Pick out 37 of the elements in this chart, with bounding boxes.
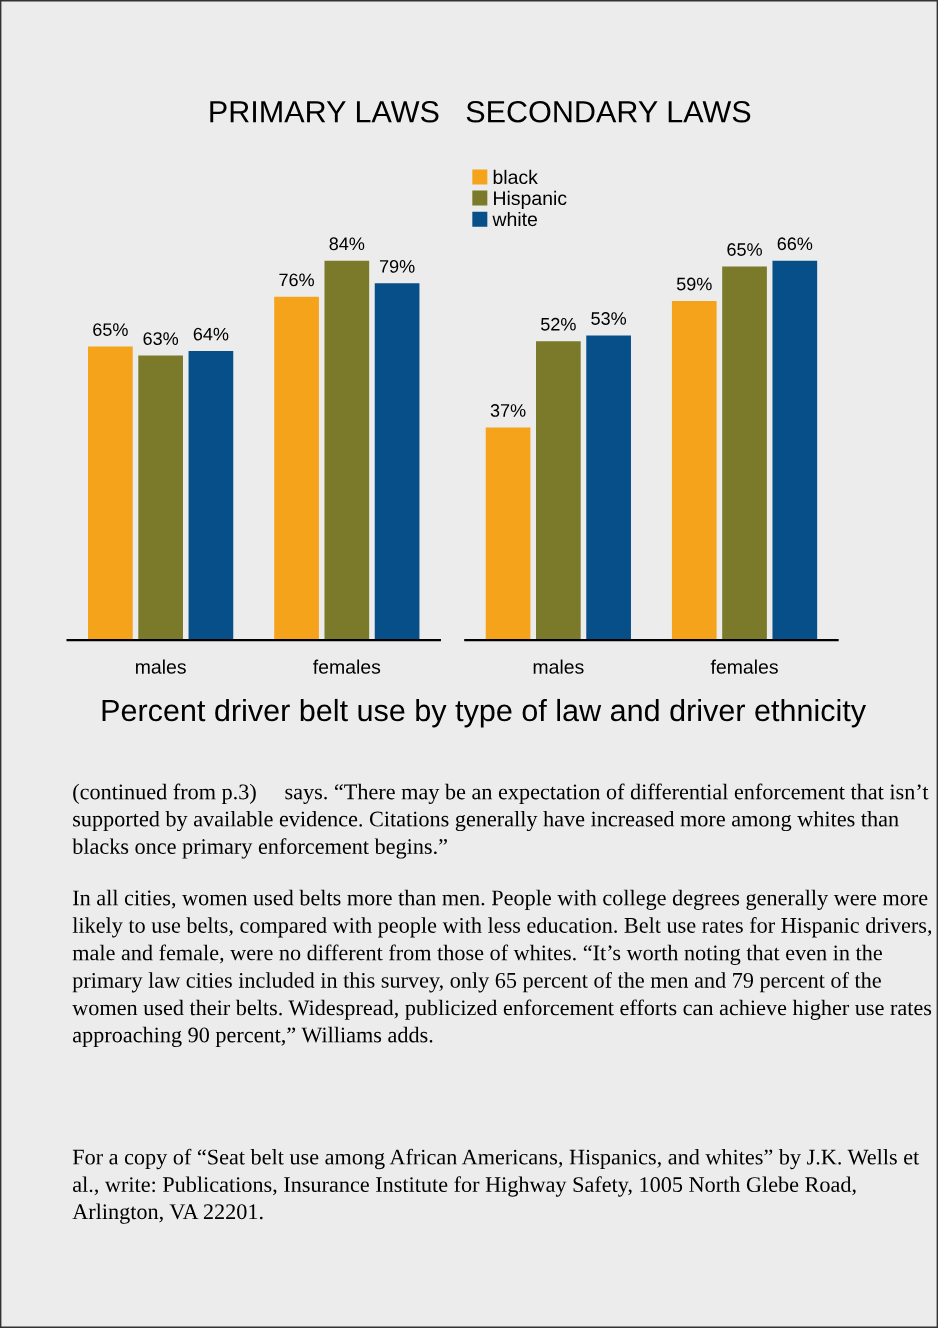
bar bbox=[274, 296, 319, 641]
bar bbox=[188, 351, 234, 641]
data-label: 63% bbox=[143, 332, 179, 346]
bar bbox=[88, 346, 133, 641]
x-tick-label: females bbox=[710, 659, 778, 674]
bar bbox=[485, 427, 531, 641]
bar bbox=[536, 341, 581, 641]
data-label: 84% bbox=[329, 237, 365, 251]
data-label: 65% bbox=[93, 323, 128, 336]
legend-label: Hispanic bbox=[494, 190, 567, 209]
bar bbox=[772, 260, 818, 641]
text: For a copy of “Seat belt use among African Americans, Hispanics, and whites” by J.K. Wells et al., write: Publications, Insurance Institute for Highway Safety, 1005 North Glebe Road, Arlington, VA 22201. bbox=[72, 1148, 920, 1224]
text: Percent driver belt use by type of law and driver ethnicity bbox=[102, 698, 867, 728]
x-tick-label: males bbox=[533, 659, 584, 674]
text: (continued from p.3) says. “There may be an expectation of differential enforcement that isn’t supported by available evidence. Citations generally have increased more among whites than blacks once primary enforcement begins.” bbox=[72, 783, 929, 859]
data-label: 37% bbox=[490, 404, 526, 417]
bar bbox=[586, 335, 631, 641]
x-tick-label: females bbox=[313, 659, 381, 674]
x-tick-label: males bbox=[135, 659, 186, 674]
legend-label: black bbox=[493, 169, 538, 185]
data-label: 53% bbox=[591, 312, 627, 325]
data-label: 59% bbox=[676, 277, 712, 291]
legend-label: white bbox=[492, 211, 537, 227]
bar bbox=[374, 283, 420, 641]
data-label: 76% bbox=[279, 273, 314, 287]
bar bbox=[138, 355, 183, 641]
chart-title: SECONDARY LAWS bbox=[466, 100, 751, 123]
text: In all cities, women used belts more than men. People with college degrees generally were more likely to use belts, compared with people with less education. Belt use rates for Hispanic drivers, male and female, were no different from those of whites. “It’s worth noting that even in the primary law cities included in this survey, only 65 percent of the men and 79 percent of the women used their belts. Widespread, publicized enforcement efforts can achieve higher use rates approaching 90 percent,” Williams adds. bbox=[72, 889, 932, 1048]
chart-title: PRIMARY LAWS bbox=[210, 100, 439, 123]
data-label: 79% bbox=[379, 259, 415, 273]
bar bbox=[324, 260, 370, 641]
bar bbox=[671, 300, 717, 641]
data-label: 65% bbox=[727, 243, 762, 256]
data-label: 64% bbox=[193, 327, 229, 341]
data-label: 66% bbox=[777, 237, 813, 251]
data-label: 52% bbox=[541, 317, 576, 331]
bar bbox=[722, 266, 767, 641]
